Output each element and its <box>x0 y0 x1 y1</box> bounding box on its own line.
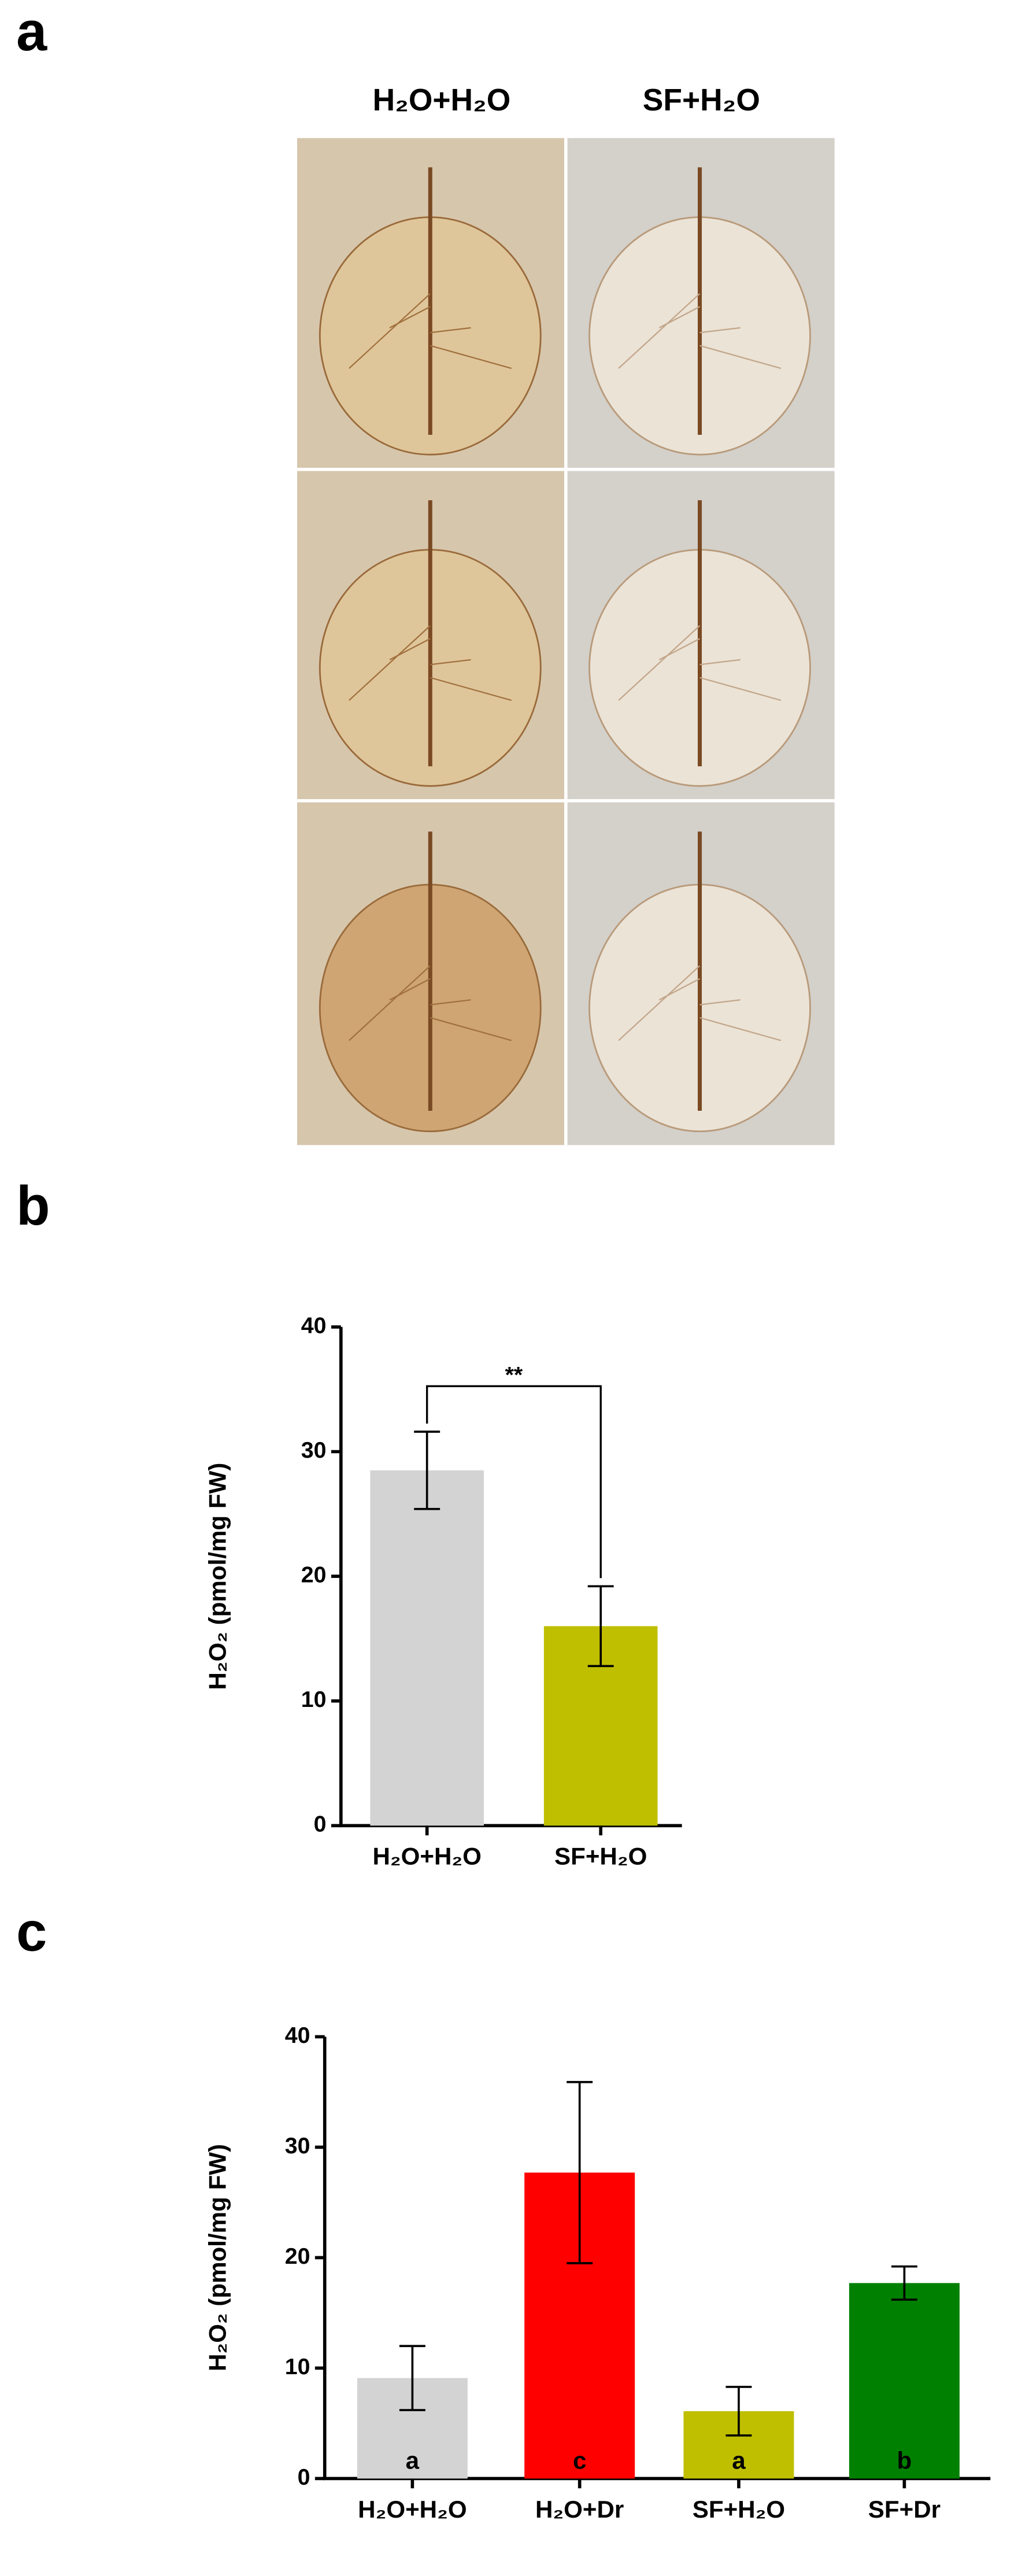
significance-bracket <box>425 1385 602 1579</box>
y-tick-label: 10 <box>301 1687 327 1712</box>
leaf-vein <box>430 677 512 701</box>
leaf-vein <box>349 625 431 701</box>
column-header: SF+H₂O <box>643 83 760 117</box>
x-tick-label: H₂O+H₂O <box>358 2496 467 2523</box>
x-tick-label: SF+Dr <box>868 2496 941 2523</box>
leaf-vein <box>699 659 741 666</box>
leaf-vein <box>658 306 701 328</box>
significance-label: ** <box>505 1362 523 1388</box>
y-tick-label: 30 <box>285 2133 310 2159</box>
leaf-vein <box>618 625 701 701</box>
leaf-vein <box>658 978 701 1001</box>
leaf-vein <box>430 999 471 1006</box>
bar <box>370 1470 484 1826</box>
leaf-vein <box>389 638 431 660</box>
leaf-vein <box>430 345 512 369</box>
y-tick-label: 10 <box>285 2354 310 2379</box>
panel-letter: c <box>16 1901 47 1963</box>
x-tick-label: SF+H₂O <box>693 2496 785 2523</box>
leaf-vein <box>349 293 431 369</box>
bar <box>849 2283 960 2479</box>
leaf-vein <box>430 659 471 666</box>
y-tick-label: 40 <box>285 2023 310 2048</box>
y-tick-label: 40 <box>301 1313 327 1338</box>
leaf-vein <box>389 978 431 1001</box>
group-letter: a <box>732 2446 746 2474</box>
y-tick-label: 20 <box>285 2244 310 2269</box>
y-tick-label: 30 <box>301 1437 327 1463</box>
leaf-vein <box>618 293 701 369</box>
leaf-vein <box>699 1017 782 1041</box>
leaf-vein <box>699 345 782 369</box>
leaf-vein <box>658 638 701 660</box>
y-tick-label: 0 <box>298 2464 310 2490</box>
group-letter: a <box>406 2446 420 2474</box>
leaf-vein <box>430 1017 512 1041</box>
leaf-vein <box>389 306 431 328</box>
leaf-vein <box>618 965 701 1041</box>
group-letter: c <box>573 2446 586 2474</box>
panel-letter: b <box>16 1176 50 1237</box>
y-tick-label: 20 <box>301 1562 327 1587</box>
leaf-vein <box>699 327 741 334</box>
x-tick-label: H₂O+Dr <box>535 2496 624 2523</box>
x-tick-label: SF+H₂O <box>554 1843 647 1870</box>
column-header: H₂O+H₂O <box>373 83 511 117</box>
panel-letter: a <box>16 1 47 62</box>
y-axis-label: H₂O₂ (pmol/mg FW) <box>203 1463 231 1690</box>
y-tick-label: 0 <box>314 1812 327 1837</box>
leaf-vein <box>430 327 471 334</box>
leaf-vein <box>349 965 431 1041</box>
group-letter: b <box>897 2446 912 2474</box>
x-tick-label: H₂O+H₂O <box>372 1843 481 1870</box>
leaf-vein <box>699 999 741 1006</box>
leaf-vein <box>699 677 782 701</box>
y-axis-label: H₂O₂ (pmol/mg FW) <box>203 2144 231 2371</box>
